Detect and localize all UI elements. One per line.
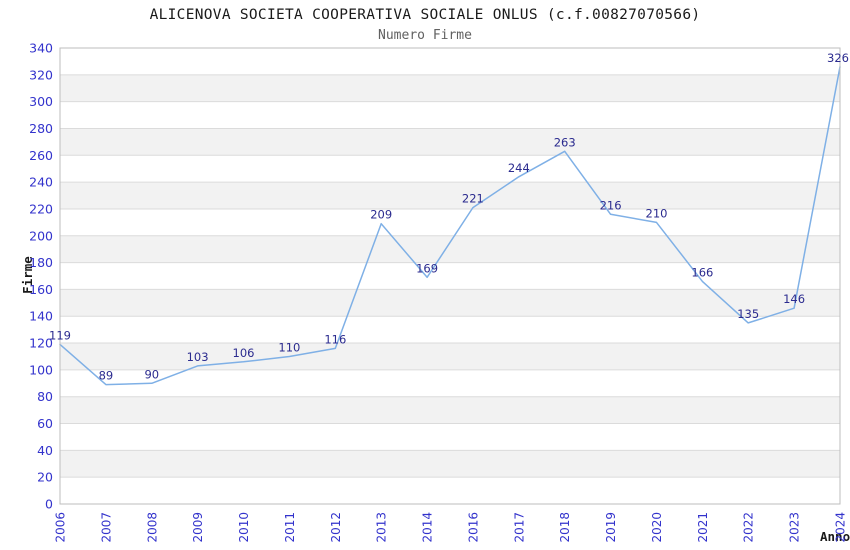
x-tick-label: 2012 — [329, 512, 343, 543]
point-label: 244 — [508, 161, 530, 175]
y-tick-labels: 0 20 40 60 80 100 120 140 160 180 200 220 240 260 280 3… — [29, 41, 53, 512]
y-tick-label: 320 — [29, 67, 53, 82]
x-tick-label: 2011 — [283, 512, 297, 543]
background-band — [60, 74, 840, 102]
x-tick-label: 2013 — [375, 512, 389, 543]
point-label: 166 — [691, 265, 713, 279]
point-label: 221 — [462, 192, 484, 206]
x-axis-label: Anno — [820, 529, 850, 544]
y-tick-label: 60 — [37, 416, 53, 431]
y-tick-label: 40 — [37, 443, 53, 458]
background-band — [60, 235, 840, 263]
y-tick-label: 220 — [29, 201, 53, 216]
chart-subtitle: Numero Firme — [378, 28, 472, 43]
point-label: 89 — [99, 369, 114, 383]
gridlines — [60, 74, 840, 478]
plot-frame — [59, 47, 841, 505]
x-tick-label: 2008 — [145, 512, 159, 543]
x-tick-labels: 2006 2007 2008 2009 2010 2011 2012 2013 2014 2016… — [54, 512, 848, 543]
point-labels: 119 89 90 103 106 110 116 209 169 221 244 263 216 210… — [49, 51, 849, 383]
point-label: 106 — [233, 346, 255, 360]
background-band — [60, 450, 840, 478]
background-band — [60, 343, 840, 370]
point-label: 209 — [370, 208, 392, 222]
point-label: 216 — [600, 198, 622, 212]
y-tick-label: 100 — [29, 362, 53, 377]
background-band — [60, 289, 840, 317]
point-label: 169 — [416, 261, 438, 275]
x-tick-label: 2016 — [466, 512, 480, 543]
x-tick-label: 2022 — [742, 512, 756, 543]
point-label: 135 — [737, 307, 759, 321]
x-tick-label: 2010 — [237, 512, 251, 543]
y-tick-label: 80 — [37, 389, 53, 404]
y-tick-label: 0 — [45, 497, 53, 512]
background-band — [60, 182, 840, 209]
background-band — [60, 128, 840, 156]
x-tick-label: 2018 — [558, 512, 572, 543]
y-tick-label: 120 — [29, 336, 53, 351]
y-tick-label: 300 — [29, 94, 53, 109]
x-tick-label: 2021 — [696, 512, 710, 543]
y-tick-label: 160 — [29, 282, 53, 297]
y-tick-label: 140 — [29, 309, 53, 324]
y-tick-label: 260 — [29, 148, 53, 163]
x-tick-label: 2009 — [191, 512, 205, 543]
point-label: 210 — [646, 206, 668, 220]
chart-title: ALICENOVA SOCIETA COOPERATIVA SOCIALE ON… — [149, 7, 701, 23]
point-label: 326 — [827, 51, 849, 65]
y-tick-label: 20 — [37, 470, 53, 485]
background-band — [60, 396, 840, 424]
point-label: 103 — [187, 350, 209, 364]
x-tick-label: 2007 — [99, 512, 113, 543]
point-label: 116 — [324, 332, 346, 346]
point-label: 90 — [144, 367, 159, 381]
x-tick-label: 2023 — [788, 512, 802, 543]
point-label: 110 — [278, 341, 300, 355]
x-tick-label: 2020 — [650, 512, 664, 543]
data-line — [59, 66, 841, 386]
x-tick-label: 2024 — [834, 512, 848, 543]
y-tick-label: 180 — [29, 255, 53, 270]
plot-bands — [60, 74, 840, 478]
y-tick-label: 200 — [29, 228, 53, 243]
y-tick-label: 280 — [29, 121, 53, 136]
y-tick-label: 340 — [29, 41, 53, 56]
x-tick-label: 2006 — [54, 512, 68, 543]
x-tick-label: 2017 — [512, 512, 526, 543]
point-label: 119 — [49, 328, 71, 342]
x-tick-label: 2014 — [421, 512, 435, 543]
x-tick-label: 2019 — [604, 512, 618, 543]
point-label: 146 — [783, 292, 805, 306]
y-tick-label: 240 — [29, 175, 53, 190]
point-label: 263 — [554, 135, 576, 149]
